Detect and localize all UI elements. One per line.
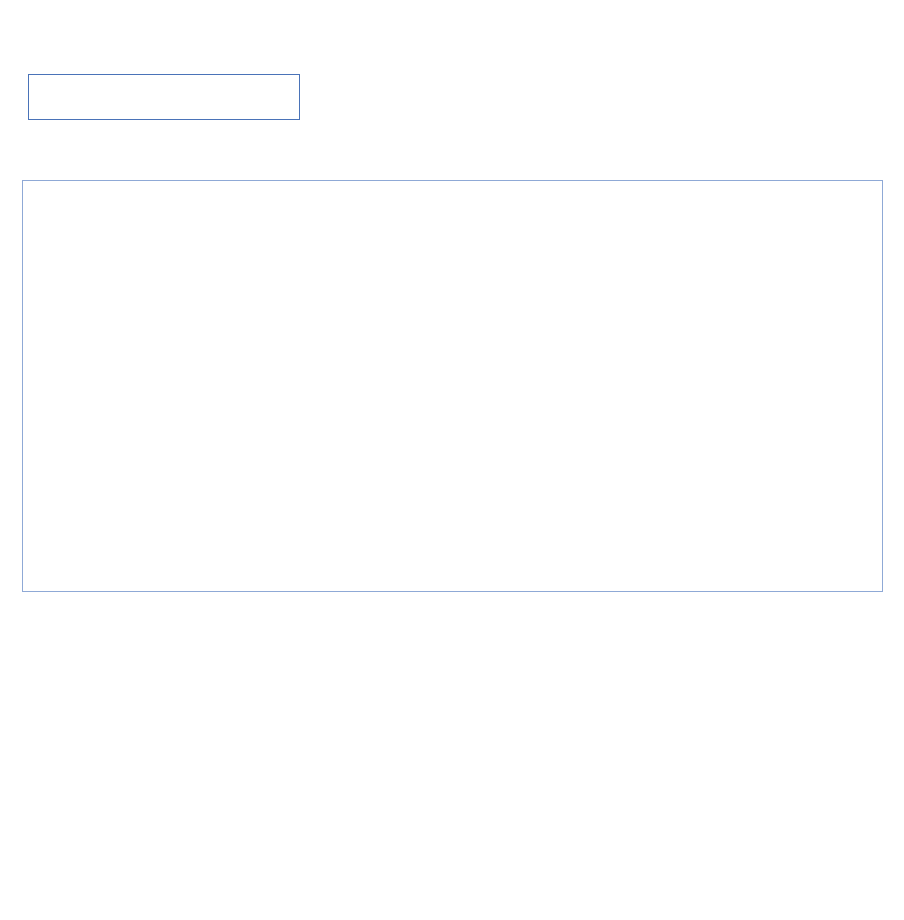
formula-box <box>28 74 300 120</box>
chart-plot-area <box>23 181 884 593</box>
yield-gap-chart-panel <box>22 180 883 592</box>
